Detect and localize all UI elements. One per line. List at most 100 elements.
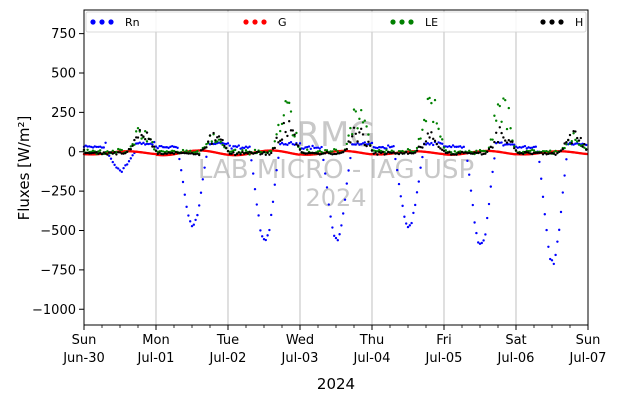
rn-point [241,146,244,149]
le-point [408,149,411,152]
y-tick-label: 500 [51,67,76,82]
le-point [484,150,487,153]
rn-point [532,145,536,149]
h-point [230,152,233,156]
h-point [268,153,271,156]
le-point [417,137,420,141]
h-point [581,145,584,148]
rn-point [347,169,350,172]
h-point [572,129,575,133]
le-point [577,143,581,146]
h-point [495,131,498,134]
rn-point [455,145,458,149]
rn-point [401,204,404,208]
rn-point [248,145,251,148]
rn-point [167,146,170,150]
legend-marker [540,19,546,25]
h-point [235,152,239,156]
le-point [165,150,168,153]
le-point [444,149,447,152]
le-point [336,150,339,153]
rn-point [514,145,518,148]
rn-point [406,225,410,229]
rn-point [567,143,570,146]
rn-point [405,222,408,225]
rn-point [376,146,379,150]
le-point [432,120,435,124]
h-point [430,131,433,134]
rn-point [151,143,154,146]
h-point [252,152,255,155]
h-point [214,139,217,142]
h-point [523,150,527,154]
x-tick-label: Jul-04 [353,351,391,366]
h-point [298,148,302,151]
le-point [351,133,354,136]
h-point [372,152,375,155]
rn-point [390,145,393,148]
h-point [394,152,397,155]
h-point [315,152,318,155]
h-point [358,131,361,134]
rn-point [504,143,507,146]
rn-point [192,223,195,226]
h-point [439,147,442,150]
rn-point [127,160,131,163]
rn-point [145,142,149,146]
le-point [324,149,327,152]
le-point [97,150,100,153]
h-point [219,138,222,141]
h-point [469,152,473,155]
h-point [266,151,269,154]
h-point [185,152,188,155]
h-point [577,139,581,142]
le-point [99,149,102,152]
rn-point [117,167,120,170]
h-point [505,141,509,144]
le-point [284,99,287,103]
le-point [244,149,248,152]
h-point [381,150,384,154]
rn-point [451,144,455,147]
x-tick-day: Mon [142,333,169,348]
watermark-line-3: 2024 [305,184,366,212]
y-tick-label: −750 [40,263,76,278]
rn-point [331,226,334,229]
h-point [277,141,280,144]
rn-point [212,142,215,146]
rn-point [511,143,514,146]
le-point [529,149,532,153]
rn-point [208,143,212,146]
h-point [300,151,303,154]
h-point [171,151,174,155]
h-point [117,151,120,154]
h-point [338,151,341,155]
rn-point [547,245,550,248]
h-point [226,149,230,153]
legend-label: Rn [125,16,140,29]
h-point [486,150,489,153]
le-point [428,96,431,100]
le-point [345,142,348,146]
h-point [183,151,186,155]
le-point [216,140,219,143]
rn-point [259,229,262,232]
h-point [190,152,194,155]
le-point [118,148,122,151]
h-point [239,153,242,156]
y-tick-label: −250 [40,185,76,200]
rn-point [252,172,255,175]
h-point [207,140,210,143]
h-point [507,138,510,142]
h-point [196,152,199,155]
rn-point [250,159,253,162]
h-point [547,152,550,156]
le-point [306,148,309,151]
rn-point [471,203,474,207]
rn-point [550,259,554,262]
h-point [471,152,474,155]
le-point [554,149,557,153]
rn-point [230,147,233,150]
rn-point [469,189,473,192]
rn-point [462,145,465,149]
